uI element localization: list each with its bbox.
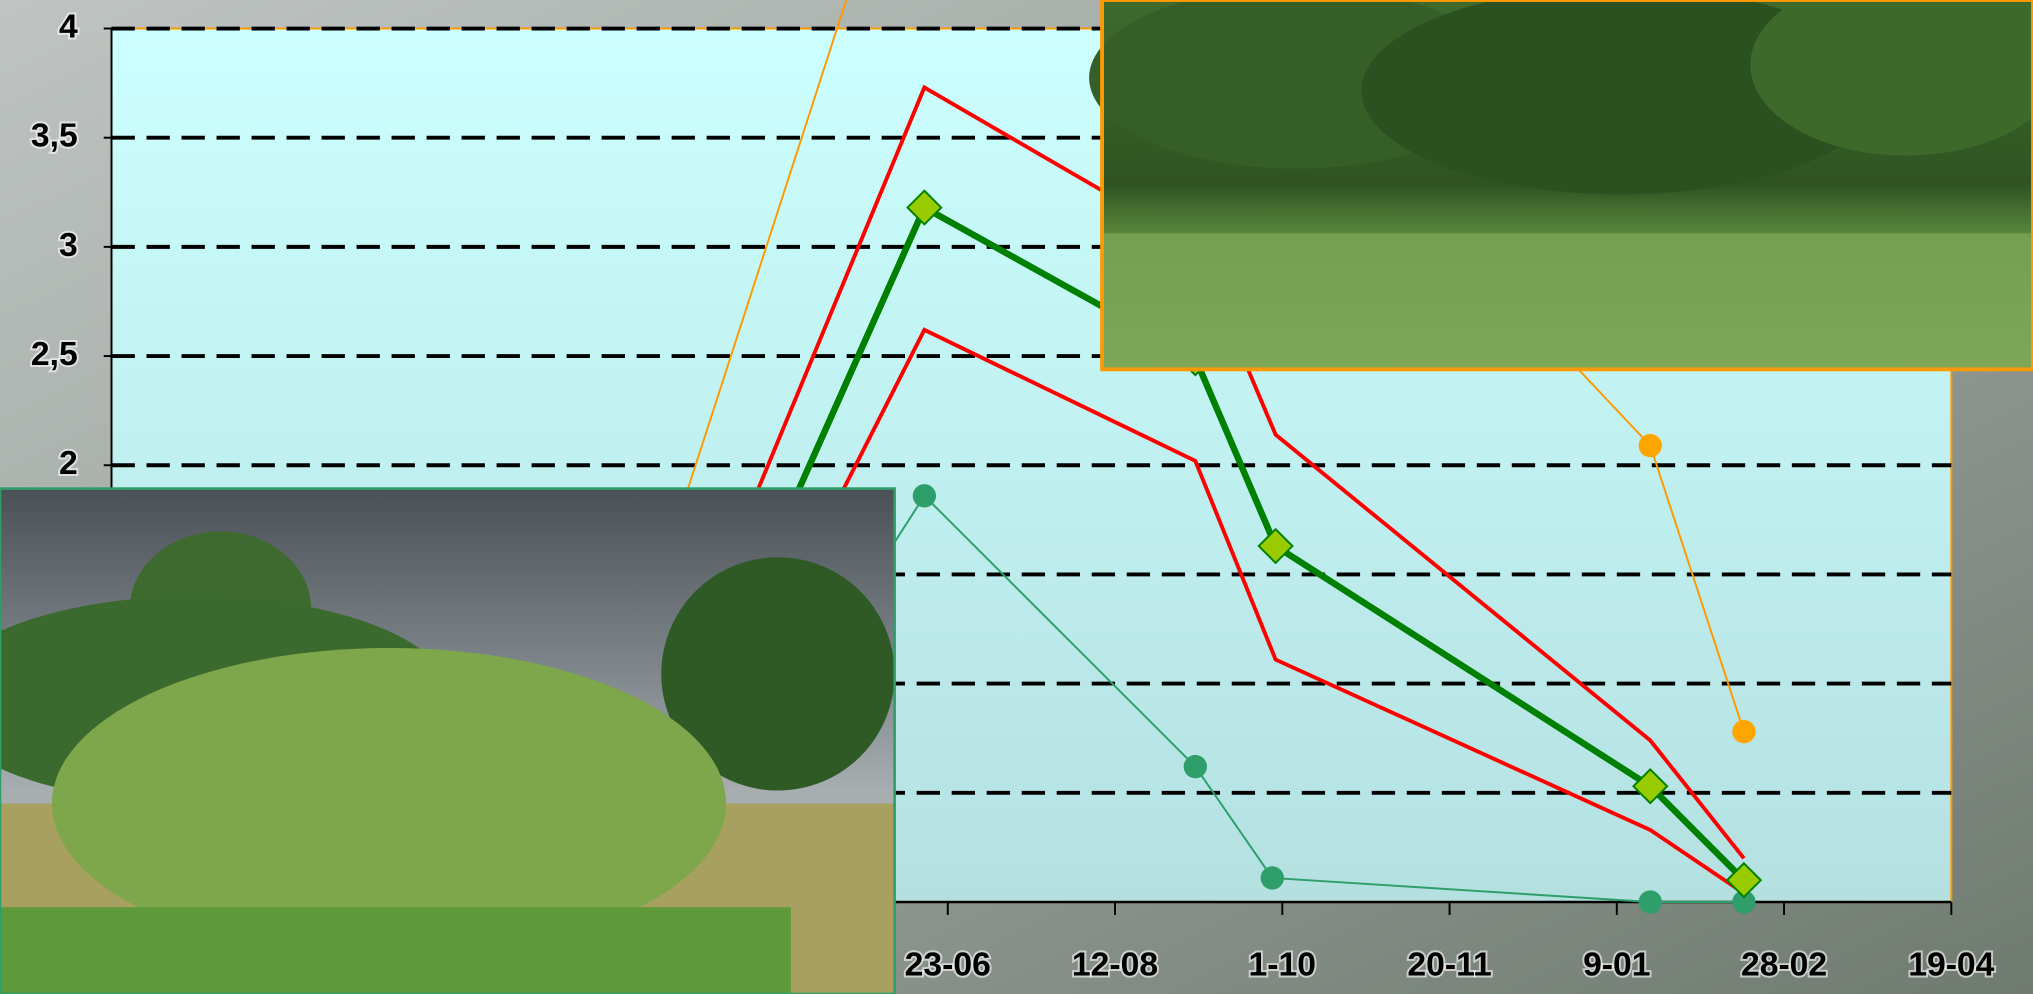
bush — [1750, 0, 2033, 156]
bush — [1361, 0, 1880, 195]
series-line — [730, 203, 1747, 883]
point — [1260, 866, 1284, 890]
grass — [0, 907, 791, 994]
x-tick-label: 28-02 — [1741, 946, 1827, 984]
series-line — [731, 327, 1746, 895]
point — [906, 189, 943, 226]
x-tick-label: 23-06 — [905, 946, 991, 984]
x-tick-label: 12-08 — [1072, 946, 1158, 984]
point — [1257, 527, 1294, 565]
photo-hedge — [1089, 0, 2033, 372]
tree — [661, 557, 895, 791]
point — [912, 484, 937, 508]
y-tick-label: 2,5 — [31, 335, 78, 373]
point — [1638, 433, 1662, 458]
x-tick-label: 19-04 — [1908, 946, 1994, 984]
willow — [51, 647, 727, 960]
x-tick-label: 20-11 — [1407, 946, 1491, 984]
series-line — [682, 0, 1745, 732]
x-tick-label: 9-01 — [1583, 946, 1650, 984]
y-tick-label: 3 — [59, 226, 78, 264]
photo-border — [0, 487, 896, 994]
point — [1725, 861, 1763, 899]
point — [1638, 890, 1662, 914]
photo-border — [1100, 0, 2033, 372]
point — [1183, 754, 1207, 779]
photo-willow — [0, 487, 896, 994]
y-tick-label: 4 — [59, 7, 78, 45]
point — [1632, 768, 1669, 805]
grass — [1102, 233, 2033, 370]
y-tick-label: 2 — [59, 444, 78, 482]
y-tick-label: 3,5 — [31, 117, 78, 155]
point — [1732, 719, 1756, 744]
point — [1732, 890, 1756, 914]
x-tick-label: 1-10 — [1249, 946, 1316, 984]
